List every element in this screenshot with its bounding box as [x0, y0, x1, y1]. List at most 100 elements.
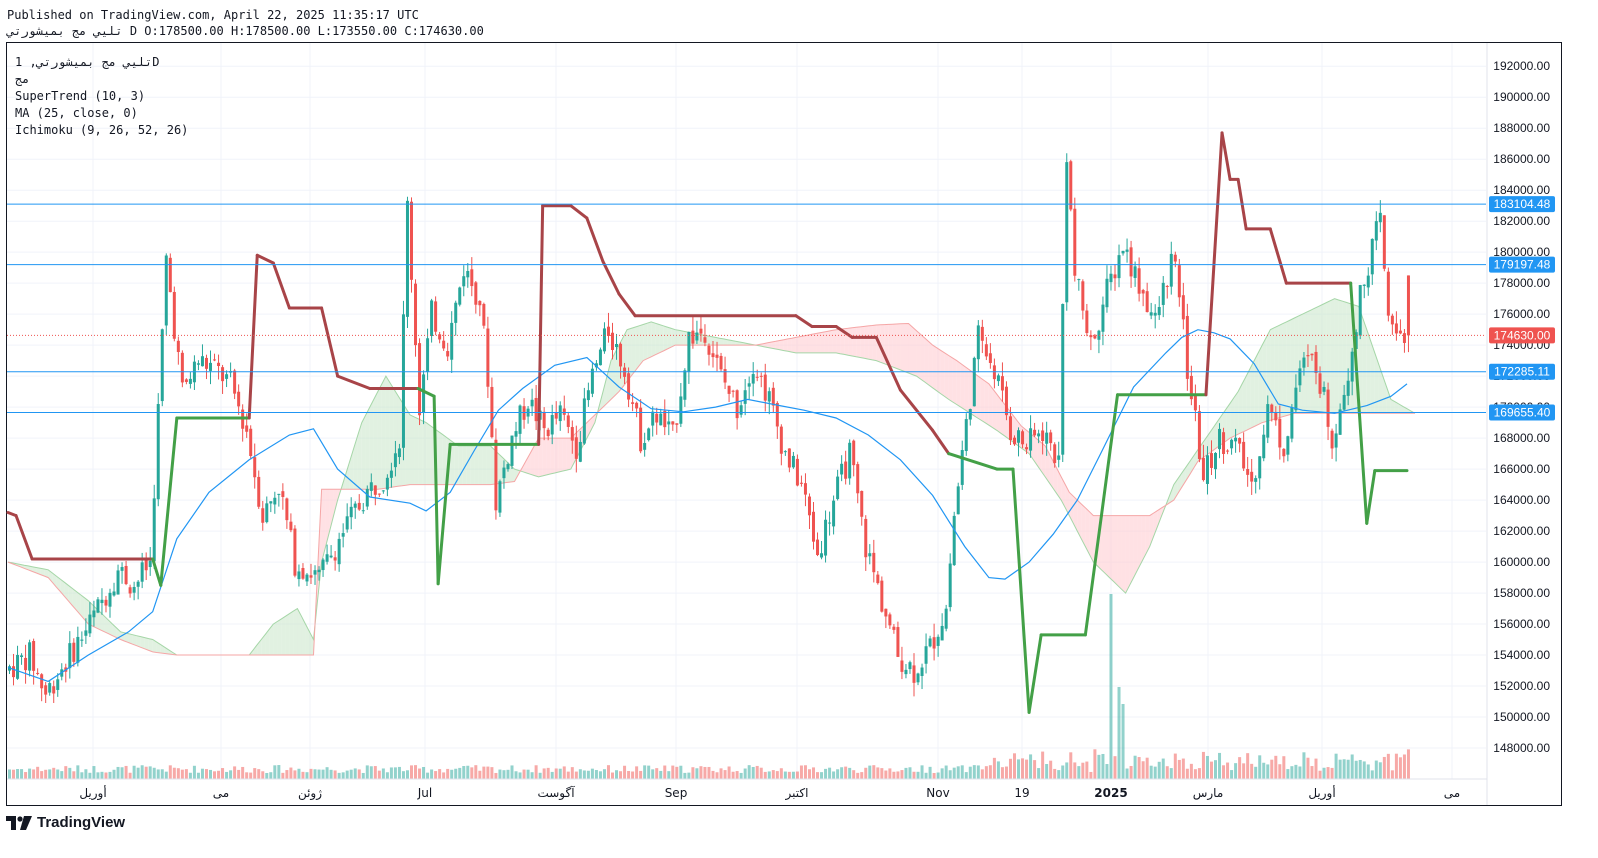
- candle-body: [1302, 357, 1306, 368]
- volume-bar: [152, 767, 156, 779]
- y-tick-label: 154000.00: [1493, 648, 1550, 662]
- candle-body: [1193, 395, 1197, 411]
- volume-bar: [1209, 761, 1213, 779]
- volume-bar: [667, 771, 671, 779]
- cloud-segment: [261, 634, 266, 656]
- legend-ichimoku[interactable]: Ichimoku (9, 26, 52, 26): [15, 123, 189, 137]
- y-tick-label: 168000.00: [1493, 431, 1550, 445]
- candle-body: [430, 300, 434, 337]
- volume-bar: [795, 771, 799, 779]
- y-tick-label: 148000.00: [1493, 741, 1550, 755]
- cloud-segment: [128, 633, 133, 645]
- supertrend-segment: [1027, 633, 1043, 714]
- price-label-badge: [1489, 196, 1555, 213]
- y-tick-label: 188000.00: [1493, 121, 1550, 135]
- volume-bar: [100, 771, 104, 779]
- cloud-segment: [1153, 510, 1158, 537]
- volume-bar: [655, 768, 659, 779]
- tradingview-logo[interactable]: TradingView: [6, 814, 125, 831]
- legend-symbol[interactable]: تليي مج بميشورتي, 1D: [15, 55, 160, 69]
- candle-body: [1350, 351, 1354, 382]
- candle-body: [52, 686, 56, 694]
- candle-body: [820, 553, 824, 558]
- candle-body: [1250, 471, 1254, 482]
- volume-bar: [550, 771, 554, 779]
- volume-bar: [60, 771, 64, 779]
- candle-body: [611, 332, 614, 351]
- supertrend-segment: [271, 261, 291, 310]
- cloud-segment: [1214, 420, 1219, 450]
- legend-ma[interactable]: MA (25, close, 0): [15, 106, 138, 120]
- volume-bar: [615, 770, 619, 779]
- candle-body: [615, 344, 619, 348]
- candle-body: [333, 557, 337, 561]
- candle-body: [631, 402, 635, 404]
- candle-body: [960, 450, 964, 485]
- cloud-segment: [1061, 476, 1066, 508]
- candle-body: [932, 637, 936, 649]
- volume-bar: [683, 772, 687, 779]
- candle-body: [1346, 380, 1350, 396]
- volume-bar: [739, 772, 743, 779]
- volume-bar: [759, 767, 763, 779]
- volume-bar: [225, 771, 229, 779]
- volume-bar: [317, 769, 321, 779]
- volume-bar: [1000, 767, 1004, 779]
- volume-bar: [1274, 755, 1278, 779]
- supertrend-segment: [1268, 227, 1288, 285]
- cloud-segment: [36, 567, 41, 575]
- volume-bar: [36, 766, 40, 779]
- volume-bar: [1402, 754, 1406, 779]
- candle-body: [828, 522, 832, 524]
- cloud-segment: [771, 341, 776, 350]
- candle-body: [1310, 353, 1314, 356]
- cloud-segment: [976, 375, 981, 421]
- cloud-segment: [1318, 304, 1323, 414]
- publish-info: Published on TradingView.com, April 22, …: [7, 7, 484, 39]
- volume-bar: [1358, 759, 1362, 779]
- volume-bar: [1113, 756, 1117, 779]
- volume-bar: [486, 766, 490, 779]
- x-tick-label: ژوئن: [298, 786, 322, 801]
- cloud-segment: [132, 634, 137, 646]
- candle-body: [200, 356, 204, 367]
- volume-bar: [562, 766, 566, 779]
- cloud-segment: [422, 420, 427, 485]
- volume-bar: [908, 767, 912, 779]
- cloud-segment: [1274, 325, 1279, 420]
- candle-body: [1338, 409, 1342, 435]
- candle-body: [659, 413, 663, 426]
- cloud-segment: [602, 376, 607, 408]
- candle-body: [872, 552, 876, 573]
- volume-bar: [309, 768, 313, 779]
- volume-bar: [140, 765, 144, 779]
- candle-body: [261, 508, 265, 523]
- volume-bar: [812, 767, 815, 779]
- cloud-segment: [385, 376, 390, 489]
- candle-body: [446, 351, 450, 357]
- volume-bar: [40, 771, 44, 779]
- candle-body: [976, 325, 980, 360]
- volume-bar: [872, 765, 876, 779]
- cloud-segment: [952, 358, 957, 405]
- cloud-segment: [40, 568, 45, 577]
- candle-body: [1201, 457, 1205, 481]
- tradingview-logo-icon: [6, 815, 32, 830]
- candle-body: [213, 359, 217, 361]
- candle-body: [269, 501, 273, 504]
- volume-bar: [434, 771, 438, 779]
- volume-bar: [241, 766, 245, 779]
- cloud-segment: [462, 445, 467, 485]
- cloud-segment: [438, 431, 443, 485]
- volume-bar: [277, 765, 281, 779]
- cloud-segment: [1250, 360, 1255, 429]
- cloud-segment: [522, 459, 527, 473]
- supertrend-segment: [159, 416, 179, 587]
- candle-body: [735, 390, 739, 419]
- legend-supertrend[interactable]: SuperTrend (10, 3): [15, 89, 146, 103]
- candle-body: [639, 407, 643, 452]
- volume-bar: [1069, 752, 1073, 779]
- candle-body: [377, 493, 381, 495]
- candle-body: [349, 506, 353, 518]
